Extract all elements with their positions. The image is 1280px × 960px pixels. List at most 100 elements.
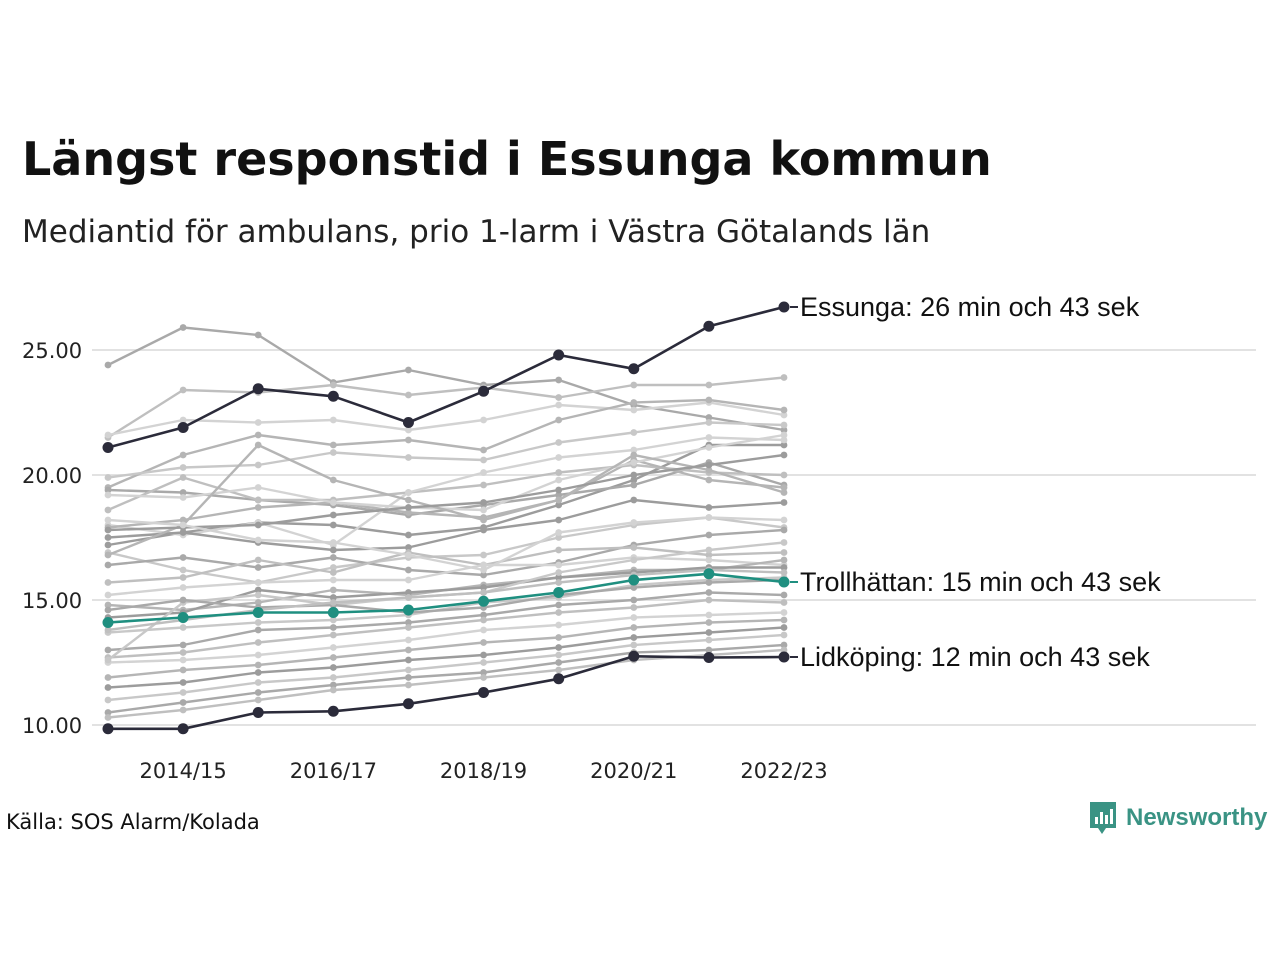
series-point xyxy=(480,561,487,569)
series-point xyxy=(329,654,337,661)
series-line xyxy=(107,618,785,679)
series-point xyxy=(329,631,337,639)
series-line xyxy=(107,611,785,664)
series-point xyxy=(705,551,713,559)
series-point xyxy=(405,391,412,399)
series-point xyxy=(405,366,412,374)
series-point xyxy=(179,706,187,714)
series-point xyxy=(780,609,788,616)
series-point xyxy=(555,546,563,554)
series-point xyxy=(104,709,112,716)
series-line xyxy=(107,443,785,557)
series-point-essunga xyxy=(553,349,565,361)
series-point xyxy=(630,556,638,564)
series-point xyxy=(329,624,337,631)
series-point xyxy=(705,461,713,469)
series-point xyxy=(104,486,112,494)
series-point xyxy=(780,471,788,479)
y-tick-label: 10.00 xyxy=(22,714,82,738)
series-point xyxy=(630,476,638,484)
series-point xyxy=(254,496,262,504)
series-point-lidk-ping xyxy=(327,705,339,717)
series-point xyxy=(555,601,563,609)
series-point xyxy=(480,626,487,634)
series-point xyxy=(780,539,788,546)
series-point xyxy=(104,526,112,534)
series-point xyxy=(104,656,112,664)
series-point xyxy=(329,546,337,554)
series-line xyxy=(107,643,785,714)
series-point xyxy=(780,556,788,564)
series-point xyxy=(705,434,713,441)
series-point xyxy=(480,551,487,559)
x-tick-label: 2018/19 xyxy=(440,759,527,783)
series-point xyxy=(405,509,412,516)
y-tick-label: 20.00 xyxy=(22,464,82,488)
series-point-essunga xyxy=(327,390,339,402)
series-point xyxy=(555,496,563,504)
series-point xyxy=(254,586,262,594)
x-tick-label: 2014/15 xyxy=(139,759,226,783)
series-point xyxy=(254,331,262,339)
series-point xyxy=(254,521,262,529)
series-line xyxy=(107,591,785,652)
series-line xyxy=(107,516,785,572)
chart-title: Längst responstid i Essunga kommun xyxy=(22,132,992,186)
series-point xyxy=(630,614,638,621)
series-point xyxy=(179,699,187,706)
series-point xyxy=(254,591,262,599)
series-label-lidk-ping: Lidköping: 12 min och 43 sek xyxy=(800,642,1150,672)
series-point xyxy=(555,666,563,674)
series-point xyxy=(630,481,638,489)
series-point xyxy=(254,639,262,646)
series-point-lidk-ping xyxy=(478,687,490,698)
series-point xyxy=(104,541,112,549)
series-point xyxy=(329,449,337,456)
series-line xyxy=(107,376,785,439)
series-point xyxy=(254,626,262,634)
series-point xyxy=(405,646,412,654)
series-point xyxy=(630,451,638,459)
series-point xyxy=(705,579,713,586)
series-point xyxy=(329,539,337,546)
series-point xyxy=(104,474,112,481)
series-point xyxy=(555,579,563,586)
series-point xyxy=(329,664,337,671)
series-point xyxy=(405,594,412,601)
series-point-trollh-ttan xyxy=(402,604,414,616)
series-point xyxy=(480,446,487,454)
series-point xyxy=(555,651,563,659)
series-point xyxy=(104,491,112,499)
series-point xyxy=(555,634,563,641)
series-point xyxy=(705,619,713,626)
series-point xyxy=(104,626,112,634)
series-point xyxy=(555,491,563,499)
series-line xyxy=(107,421,785,479)
series-point xyxy=(555,621,563,629)
series-point-trollh-ttan xyxy=(478,595,490,607)
series-point-lidk-ping xyxy=(628,650,640,662)
series-point xyxy=(780,436,788,444)
series-point xyxy=(104,591,112,599)
series-point xyxy=(329,441,337,449)
series-point xyxy=(179,574,187,581)
series-point xyxy=(329,594,337,601)
series-point xyxy=(254,461,262,469)
series-point xyxy=(104,601,112,609)
series-point xyxy=(780,646,788,654)
series-point xyxy=(630,634,638,641)
series-point xyxy=(780,526,788,534)
series-point xyxy=(329,599,337,606)
series-point xyxy=(254,441,262,449)
series-point xyxy=(630,604,638,611)
series-line xyxy=(107,578,785,614)
series-point xyxy=(555,476,563,484)
series-point xyxy=(179,666,187,674)
series-point xyxy=(179,416,187,424)
series-point-trollh-ttan xyxy=(553,587,565,598)
series-point xyxy=(480,469,487,476)
series-point xyxy=(705,381,713,389)
series-line xyxy=(107,453,785,532)
series-point xyxy=(555,534,563,541)
x-tick-label: 2022/23 xyxy=(740,759,827,783)
